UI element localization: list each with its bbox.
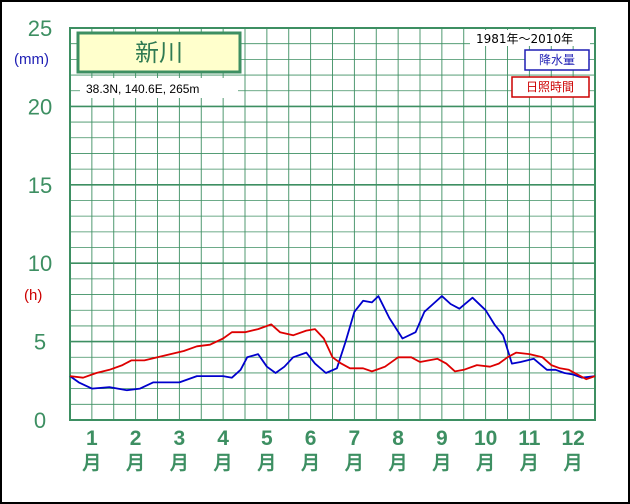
month-kanji-label: 月 [256,452,276,474]
month-number-label: 7 [349,427,361,450]
y-tick-label: 0 [34,408,46,433]
month-number-label: 9 [436,427,448,450]
y-tick-labels: 0 5 10 15 20 25 [28,16,52,433]
month-kanji-label: 月 [300,452,320,474]
period-bg [470,30,590,46]
station-title-box [76,31,242,74]
month-kanji-label: 月 [125,452,145,474]
legend-precip-label: 降水量 [539,53,575,67]
month-number-label: 10 [474,427,497,450]
month-number-label: 1 [86,427,98,450]
month-kanji-label: 月 [213,452,233,474]
month-number-label: 8 [392,427,404,450]
legend-sunshine-label: 日照時間 [526,80,574,94]
legend-sunshine-box [511,76,590,98]
month-kanji-label: 月 [475,452,495,474]
month-kanji-label: 月 [431,452,451,474]
y-axis-unit-precip: (mm) [14,51,49,68]
data-period: 1981年～2010年 [476,32,573,46]
month-number-label: 12 [561,427,584,450]
precip-line [69,295,596,392]
month-number-label: 2 [130,427,142,450]
y-axis-unit-sunshine: (h) [24,287,42,304]
month-number-label: 6 [305,427,317,450]
series-lines [69,295,596,392]
month-kanji-label: 月 [344,452,364,474]
month-kanji-label: 月 [388,452,408,474]
month-kanji-label: 月 [81,452,101,474]
y-tick-label: 20 [28,94,52,119]
month-number-label: 11 [518,427,541,450]
y-tick-label: 10 [28,251,52,276]
month-kanji-label: 月 [519,452,539,474]
sunshine-line [69,323,596,381]
station-title: 新川 [135,39,183,67]
y-tick-label: 15 [28,173,52,198]
month-kanji-label: 月 [563,452,583,474]
y-tick-label: 5 [34,330,46,355]
legend-precip-box [524,49,590,71]
month-number-label: 5 [261,427,273,450]
y-tick-label: 25 [28,16,52,41]
month-number-label: 4 [217,427,229,450]
month-number-label: 3 [174,427,186,450]
location-bg [80,78,238,98]
station-location: 38.3N, 140.6E, 265m [86,82,199,96]
month-kanji-label: 月 [169,452,189,474]
